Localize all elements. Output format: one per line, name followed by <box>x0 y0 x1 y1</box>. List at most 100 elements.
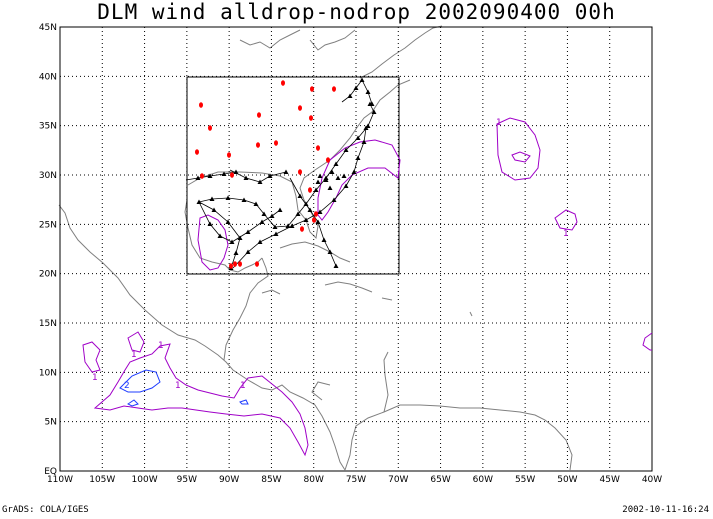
track-triangle <box>327 185 333 190</box>
track-triangle <box>303 201 309 206</box>
track-triangle <box>195 175 201 180</box>
track-triangle <box>315 179 321 184</box>
track-triangle <box>303 217 309 222</box>
latitude-label: 10N <box>39 368 57 378</box>
track-triangle <box>207 173 213 178</box>
track-triangle <box>333 161 339 166</box>
longitude-label: 40W <box>642 475 662 485</box>
dropsonde-point <box>281 80 285 86</box>
track-triangle <box>225 219 231 224</box>
longitude-label: 60W <box>473 475 493 485</box>
contours-two <box>119 369 249 407</box>
dropsonde-point <box>195 149 199 155</box>
dropsonde-points <box>195 80 336 269</box>
track-triangle <box>341 173 347 178</box>
track-triangle <box>277 207 283 212</box>
contour-label: 1 <box>92 373 98 383</box>
track-triangle <box>335 175 341 180</box>
track-triangle <box>243 175 249 180</box>
track-triangle <box>329 169 335 174</box>
track-triangle <box>289 223 295 228</box>
track-triangle <box>333 263 339 268</box>
track-triangle <box>365 89 371 94</box>
latitude-label: 5N <box>45 418 57 428</box>
dropsonde-point <box>300 226 304 232</box>
dropsonde-point <box>314 211 318 217</box>
dropsonde-point <box>230 172 234 178</box>
track-triangle <box>355 155 361 160</box>
longitude-label: 85W <box>261 475 281 485</box>
track-triangle <box>233 169 239 174</box>
drop-triangles <box>195 77 377 270</box>
flight-tracks <box>185 79 375 269</box>
track-triangle <box>233 250 239 255</box>
dropsonde-point <box>308 187 312 193</box>
track-triangle <box>317 173 323 178</box>
longitude-label: 50W <box>557 475 577 485</box>
dropsonde-point <box>274 140 278 146</box>
longitude-label: 105W <box>89 475 115 485</box>
track-triangle <box>361 139 367 144</box>
track-triangle <box>317 209 323 214</box>
longitude-label: 80W <box>304 475 324 485</box>
contour-labels: 1 1 1 1 1 2 1 1 <box>92 118 569 391</box>
contour-label: 1 <box>158 341 164 351</box>
track-triangle <box>343 183 349 188</box>
longitude-label: 90W <box>219 475 239 485</box>
map-frame <box>59 26 653 472</box>
latitude-label: 15N <box>39 319 57 329</box>
track-triangle <box>245 229 251 234</box>
dropsonde-point <box>255 261 259 267</box>
latitude-label: 25N <box>39 220 57 230</box>
dropsonde-point <box>309 115 313 121</box>
dropsonde-point <box>199 102 203 108</box>
latitude-label: 30N <box>39 171 57 181</box>
track-triangle <box>237 235 243 240</box>
contour-label: 1 <box>175 381 181 391</box>
track-triangle <box>369 101 375 106</box>
track-triangle <box>313 187 319 192</box>
track-triangle <box>307 207 313 212</box>
contours-one <box>82 117 653 457</box>
track-triangle <box>331 197 337 202</box>
footer-left: GrADS: COLA/IGES <box>2 505 89 515</box>
contour-label: 1 <box>240 381 246 391</box>
track-triangle <box>229 239 235 244</box>
track-triangle <box>351 169 357 174</box>
track-triangle <box>315 219 321 224</box>
track-triangle <box>225 195 231 200</box>
track-triangle <box>343 147 349 152</box>
track-triangle <box>273 231 279 236</box>
track-triangle <box>267 173 273 178</box>
longitude-label: 100W <box>132 475 158 485</box>
dropsonde-point <box>326 157 330 163</box>
dropsonde-point <box>257 112 261 118</box>
track-triangle <box>272 224 278 229</box>
contour-label: 1 <box>131 350 137 360</box>
track-triangle <box>253 201 259 206</box>
dropsonde-point <box>298 169 302 175</box>
dropsonde-point <box>238 261 242 267</box>
dropsonde-point <box>208 125 212 131</box>
longitude-labels: 110W 105W 100W 95W 90W 85W 80W 75W 70W 65W 60W 55W 5… <box>47 475 662 485</box>
chart-title: DLM wind alldrop-nodrop 2002090400 00h <box>97 0 616 24</box>
track-triangle <box>196 199 202 204</box>
track-triangle <box>259 219 265 224</box>
track-triangle <box>285 223 291 228</box>
track-triangle <box>321 237 327 242</box>
footer-right: 2002-10-11-16:24 <box>622 505 709 515</box>
track-triangle <box>323 177 329 182</box>
graticule <box>60 27 652 471</box>
track-triangle <box>209 196 215 201</box>
dropsonde-point <box>227 152 231 158</box>
dropsonde-point <box>200 173 204 179</box>
track-triangle <box>269 213 275 218</box>
contour-label: 2 <box>124 381 130 391</box>
dropsonde-point <box>316 145 320 151</box>
latitude-label: EQ <box>44 467 57 477</box>
latitude-labels: EQ 5N 10N 15N 20N 25N 30N 35N 40N 45N <box>39 23 57 477</box>
dropsonde-point <box>332 86 336 92</box>
track-triangle <box>217 233 223 238</box>
track-triangle <box>261 211 267 216</box>
